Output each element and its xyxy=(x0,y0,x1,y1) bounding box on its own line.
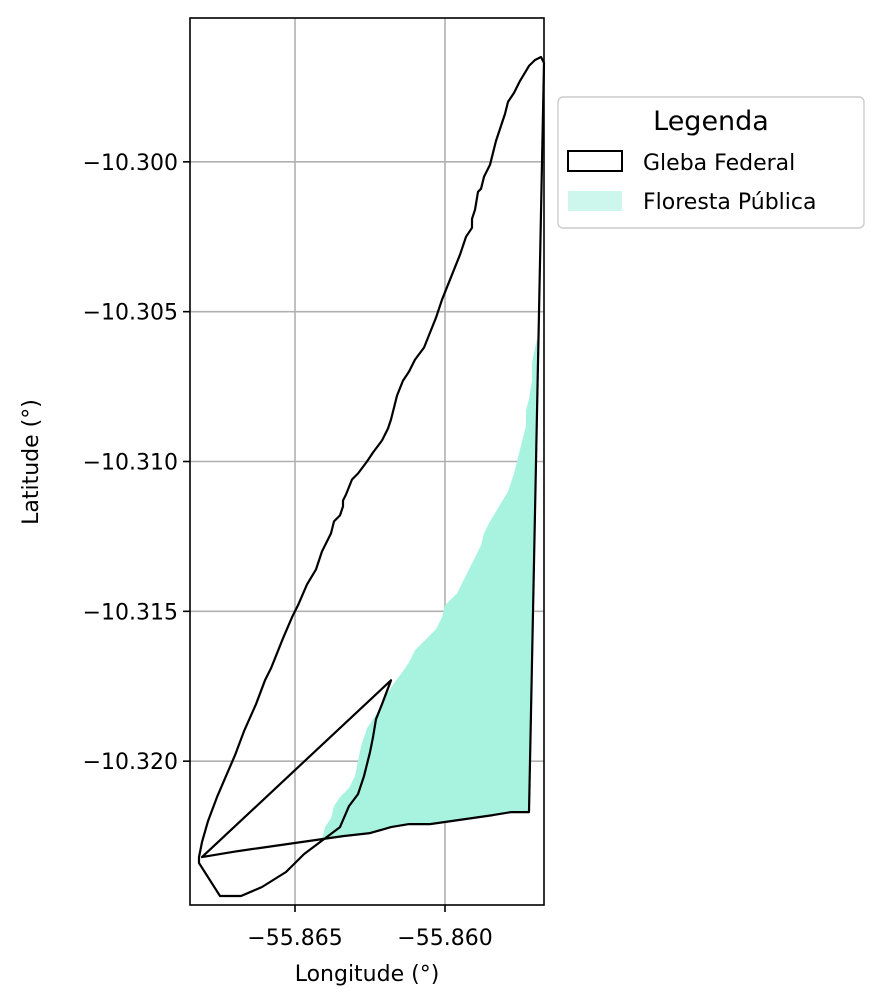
y-axis-label: Latitude (°) xyxy=(19,399,44,525)
y-tick-label: −10.315 xyxy=(83,600,178,625)
y-tick-label: −10.305 xyxy=(83,301,178,326)
map-layers xyxy=(197,55,546,898)
legend-swatch-gleba-federal xyxy=(567,150,623,172)
legend-swatch-floresta-publica xyxy=(568,191,622,211)
x-tick-label: −55.860 xyxy=(397,926,492,951)
y-axis-ticks: −10.300 −10.305 −10.310 −10.315 −10.320 xyxy=(83,151,190,775)
floresta-publica-area xyxy=(322,326,538,840)
legend-title: Legenda xyxy=(653,106,769,137)
y-tick-label: −10.320 xyxy=(83,750,178,775)
y-tick-label: −10.300 xyxy=(83,151,178,176)
legend-label-gleba-federal: Gleba Federal xyxy=(643,151,795,176)
gleba-federal-outline xyxy=(197,55,546,898)
map-legend: Legenda Gleba Federal Floresta Pública xyxy=(557,96,865,229)
legend-label-floresta-publica: Floresta Pública xyxy=(643,190,816,215)
x-axis-ticks: −55.865 −55.860 xyxy=(247,905,493,951)
x-tick-label: −55.865 xyxy=(247,926,342,951)
legend-box xyxy=(557,96,865,229)
y-tick-label: −10.310 xyxy=(83,451,178,476)
x-axis-label: Longitude (°) xyxy=(295,962,440,987)
